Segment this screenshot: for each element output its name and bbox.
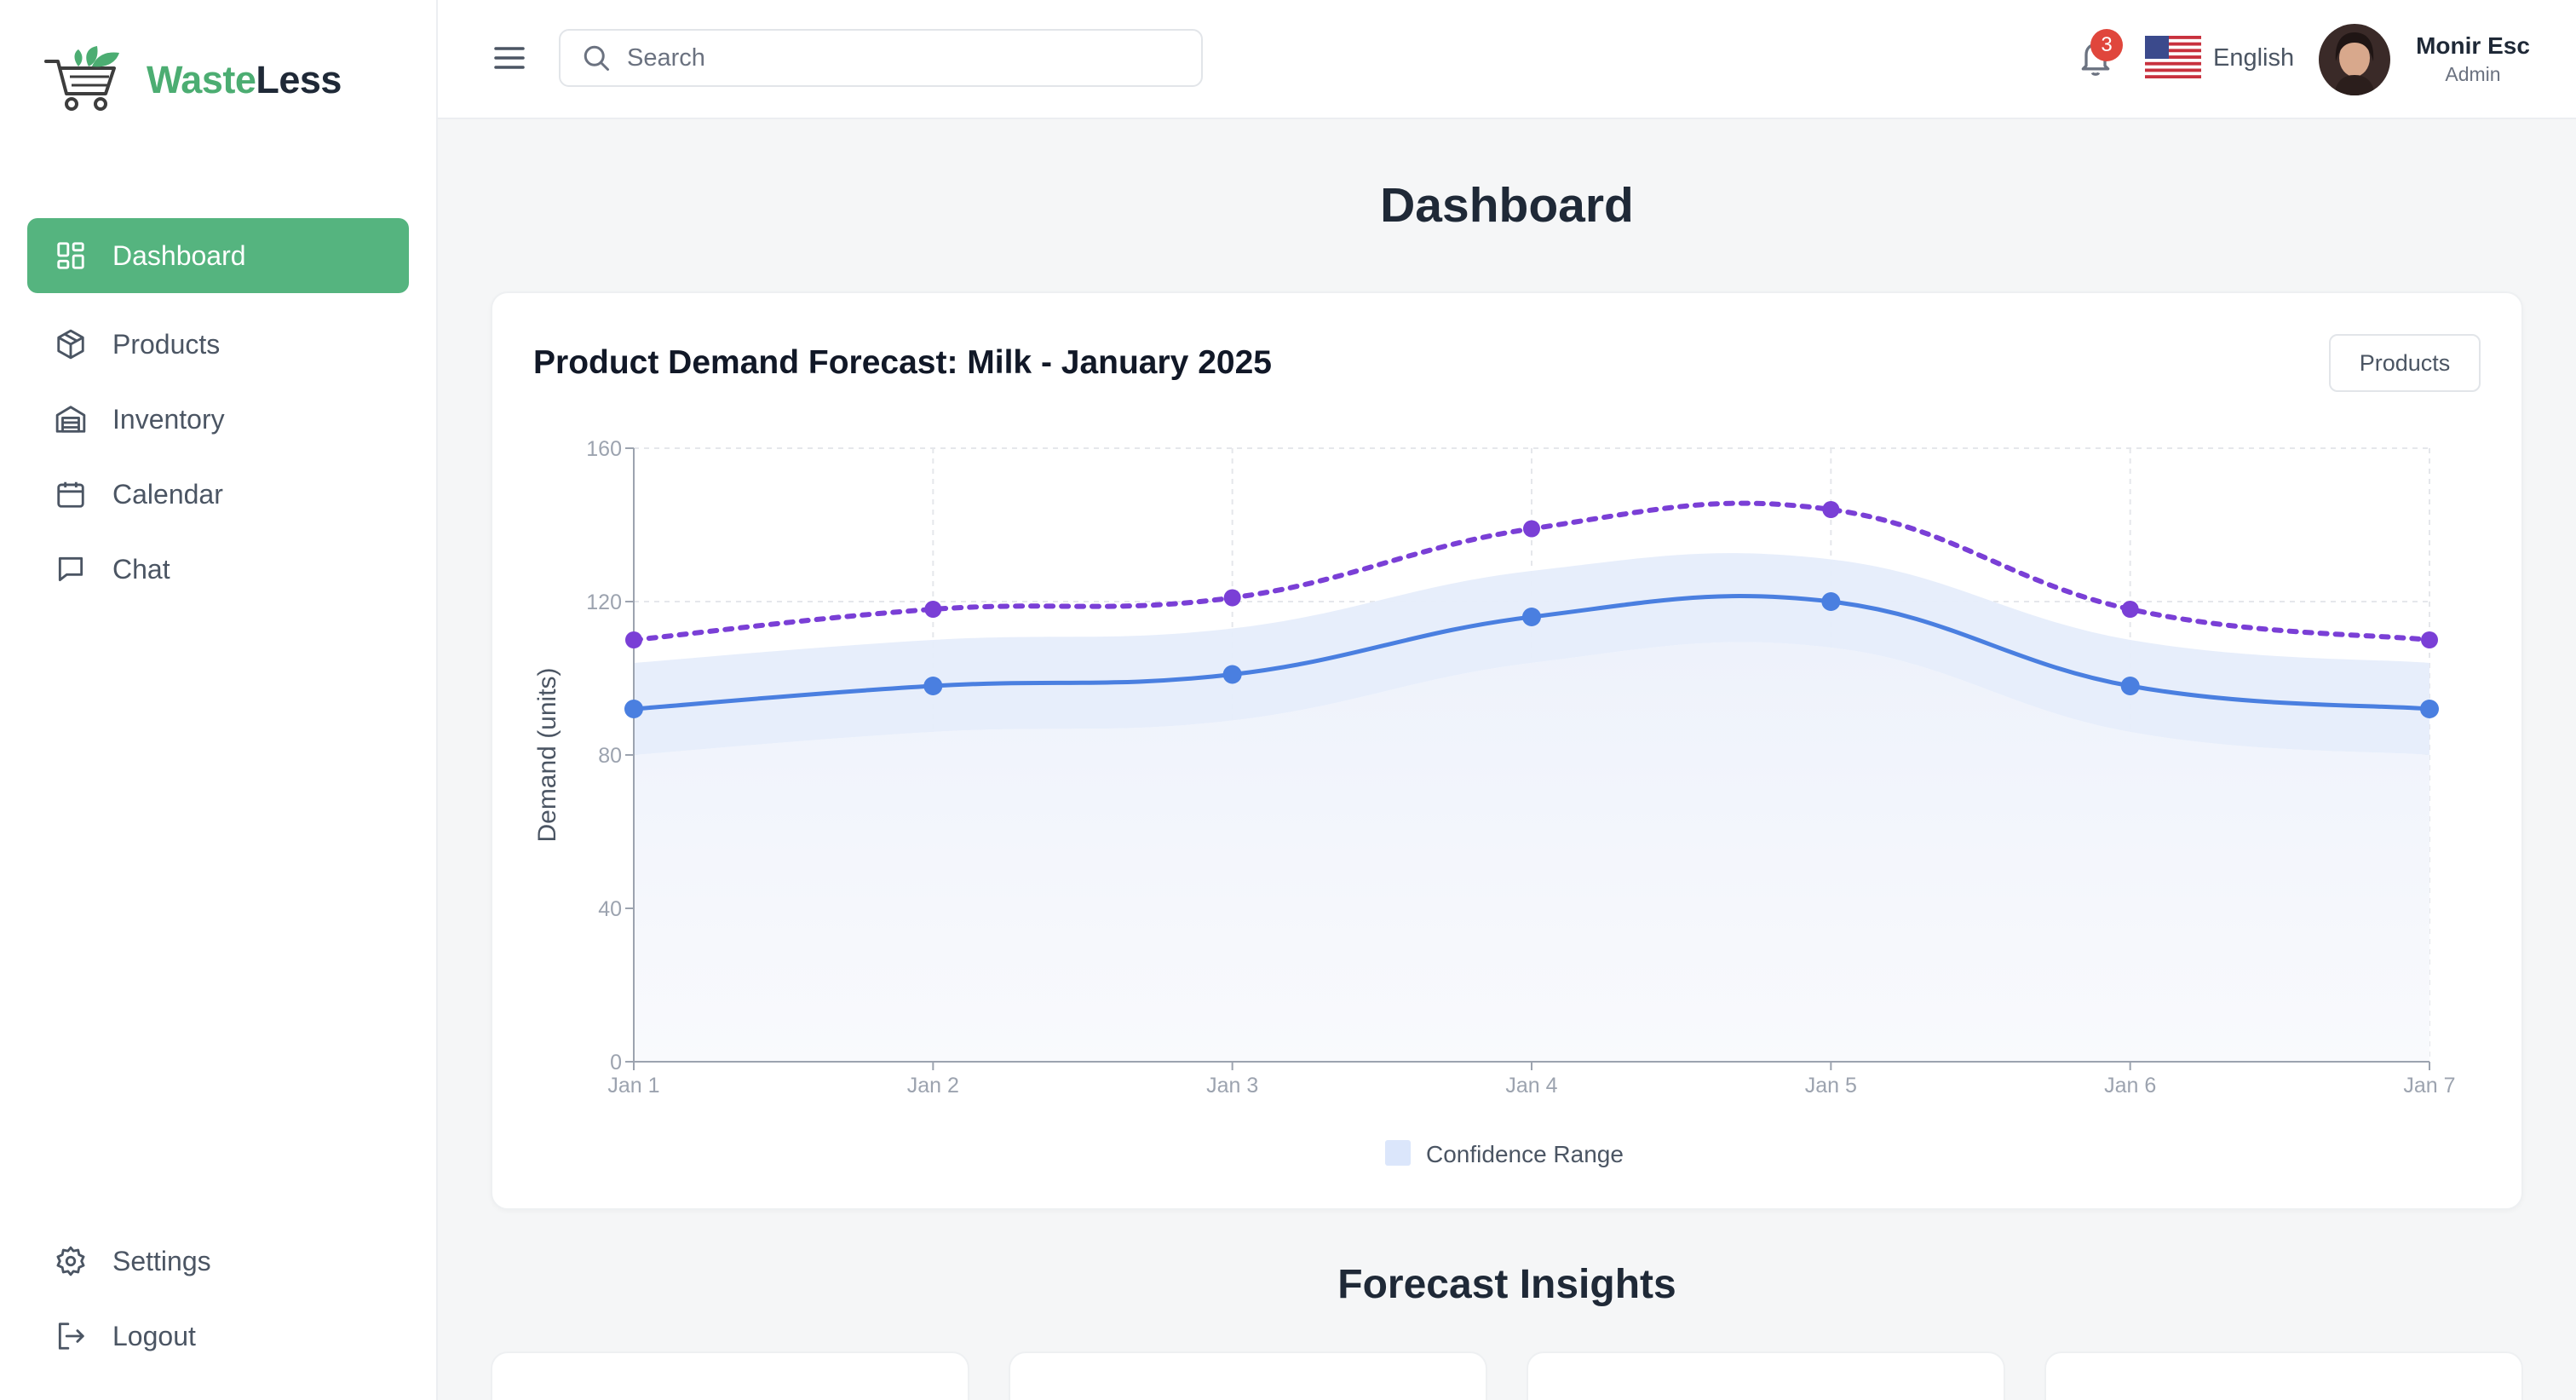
data-point-upper xyxy=(2421,631,2438,648)
x-tick-label: Jan 5 xyxy=(1805,1074,1857,1098)
sidebar-item-label: Chat xyxy=(112,553,170,585)
search-icon xyxy=(584,45,609,71)
data-point-upper xyxy=(2121,601,2139,618)
y-tick-label: 120 xyxy=(586,591,622,614)
area-below-confidence xyxy=(634,642,2429,1062)
user-name[interactable]: Monir Esc xyxy=(2416,32,2530,59)
sidebar-item-label: Settings xyxy=(112,1245,211,1276)
sidebar-item-calendar[interactable]: Calendar xyxy=(27,457,409,532)
sidebar-item-label: Inventory xyxy=(112,403,225,435)
legend-label: Confidence Range xyxy=(1426,1141,1624,1167)
data-point-upper xyxy=(625,631,642,648)
sidebar-item-inventory[interactable]: Inventory xyxy=(27,382,409,457)
data-point-predicted xyxy=(2420,700,2439,718)
brand-name: WasteLess xyxy=(147,58,342,101)
confidence-band xyxy=(634,553,2429,755)
sidebar-item-logout[interactable]: Logout xyxy=(27,1299,409,1374)
y-tick-label: 0 xyxy=(610,1051,622,1074)
x-tick-label: Jan 1 xyxy=(607,1074,659,1098)
sidebar-item-label: Calendar xyxy=(112,478,223,510)
data-point-upper xyxy=(924,601,942,618)
menu-toggle-button[interactable] xyxy=(492,41,526,75)
data-point-predicted xyxy=(923,677,943,695)
notification-badge: 3 xyxy=(2090,29,2123,61)
products-button[interactable]: Products xyxy=(2329,334,2481,392)
x-tick-label: Jan 6 xyxy=(2104,1074,2156,1098)
warehouse-icon xyxy=(55,403,87,435)
y-tick-label: 40 xyxy=(598,897,622,921)
sidebar-nav: Dashboard Products Inventory Calendar C xyxy=(27,218,409,607)
insight-card xyxy=(491,1351,969,1400)
language-selector[interactable]: English xyxy=(2213,44,2295,72)
search-box xyxy=(559,29,1203,87)
sidebar-item-dashboard[interactable]: Dashboard xyxy=(27,218,409,293)
sidebar-item-chat[interactable]: Chat xyxy=(27,532,409,607)
user-role: Admin xyxy=(2445,63,2501,85)
cart-leaf-icon xyxy=(44,46,119,111)
calendar-icon xyxy=(55,478,87,510)
insight-card xyxy=(2044,1351,2523,1400)
sidebar-item-label: Dashboard xyxy=(112,239,246,271)
sidebar-item-products[interactable]: Products xyxy=(27,307,409,382)
hamburger-icon xyxy=(494,47,525,69)
data-point-predicted xyxy=(2120,677,2140,695)
brand-logo[interactable]: WasteLess xyxy=(43,44,342,116)
data-point-upper xyxy=(1822,501,1840,518)
sidebar-bottom: Settings Logout xyxy=(27,1224,409,1374)
data-point-predicted xyxy=(624,700,643,718)
sidebar-item-label: Products xyxy=(112,328,221,360)
avatar[interactable] xyxy=(2319,24,2390,95)
data-point-predicted xyxy=(1522,608,1541,626)
topbar: 3 English Monir Esc Admin xyxy=(438,0,2576,119)
demand-forecast-chart: 0 40 80 120 160 Jan 1 Jan 2 Jan 3 Jan 4 Jan 5 Jan … xyxy=(533,437,2456,1167)
chat-icon xyxy=(55,553,87,585)
x-tick-label: Jan 4 xyxy=(1505,1074,1557,1098)
box-icon xyxy=(55,328,87,360)
data-point-predicted xyxy=(1222,665,1242,684)
chart-title: Product Demand Forecast: Milk - January … xyxy=(533,344,1272,381)
gear-icon xyxy=(55,1245,87,1277)
sidebar: WasteLess Dashboard Products Inventory xyxy=(0,0,438,1400)
logout-icon xyxy=(55,1320,87,1352)
dashboard-icon xyxy=(55,239,87,272)
us-flag-icon[interactable] xyxy=(2145,36,2201,78)
x-tick-label: Jan 2 xyxy=(907,1074,959,1098)
page-title: Dashboard xyxy=(1380,178,1634,233)
x-tick-label: Jan 7 xyxy=(2403,1074,2455,1098)
sidebar-item-settings[interactable]: Settings xyxy=(27,1224,409,1299)
data-point-predicted xyxy=(1821,592,1841,611)
legend-swatch xyxy=(1385,1140,1411,1166)
x-tick-label: Jan 3 xyxy=(1206,1074,1258,1098)
data-point-upper xyxy=(1523,520,1540,538)
y-tick-label: 80 xyxy=(598,744,622,768)
y-axis-label: Demand (units) xyxy=(533,667,561,842)
search-input[interactable] xyxy=(627,43,1172,72)
insights-title: Forecast Insights xyxy=(1337,1262,1676,1307)
data-point-upper xyxy=(1223,589,1241,607)
sidebar-item-label: Logout xyxy=(112,1320,196,1351)
y-tick-label: 160 xyxy=(586,437,622,461)
insight-card xyxy=(1527,1351,2005,1400)
insight-card xyxy=(1009,1351,1487,1400)
